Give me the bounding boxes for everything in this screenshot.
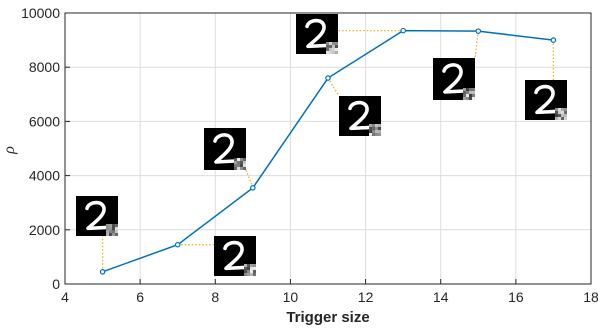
- x-tick-label: 10: [283, 289, 299, 305]
- digit-thumbnail-icon: [214, 236, 256, 276]
- x-tick-label: 12: [358, 289, 374, 305]
- leader-line: [327, 77, 340, 97]
- data-point: [174, 241, 181, 248]
- y-tick-label: 0: [52, 276, 60, 292]
- y-tick-label: 6000: [29, 113, 60, 129]
- y-tick-label: 2000: [29, 222, 60, 238]
- digit-thumbnail-icon: [204, 128, 246, 170]
- x-tick-label: 16: [508, 289, 524, 305]
- x-tick-label: 6: [136, 289, 144, 305]
- y-tick-label: 10000: [21, 5, 60, 21]
- data-point: [400, 27, 406, 34]
- axis-ticks: 4 6 8 10 12 14 16 18 0 2000 4000 6000 8000 10000: [21, 5, 598, 305]
- leader-line: [474, 31, 479, 59]
- digit-thumbnail-icon: [339, 96, 381, 136]
- plot-area-border: [64, 12, 592, 285]
- x-tick-label: 4: [61, 289, 69, 305]
- data-point: [550, 37, 557, 43]
- digit-thumbnail-icon: [296, 14, 338, 54]
- y-tick-label: 8000: [29, 59, 60, 75]
- data-point: [475, 28, 482, 34]
- y-axis-title: ρ: [1, 146, 18, 155]
- data-point: [250, 184, 256, 191]
- digit-thumbnail-icon: [433, 58, 475, 100]
- x-tick-label: 14: [433, 289, 449, 305]
- y-tick-label: 4000: [29, 168, 60, 184]
- digit-thumbnail-icon: [76, 196, 118, 236]
- x-axis-title: Trigger size: [286, 309, 369, 326]
- series-line: [99, 27, 557, 275]
- digit-thumbnails: [76, 14, 567, 276]
- annotation-leaders: [101, 29, 555, 272]
- leader-line: [245, 169, 254, 189]
- x-tick-label: 8: [211, 289, 219, 305]
- data-point: [325, 75, 331, 81]
- digit-thumbnail-icon: [525, 80, 567, 120]
- data-point: [99, 269, 106, 275]
- x-tick-label: 18: [583, 289, 598, 305]
